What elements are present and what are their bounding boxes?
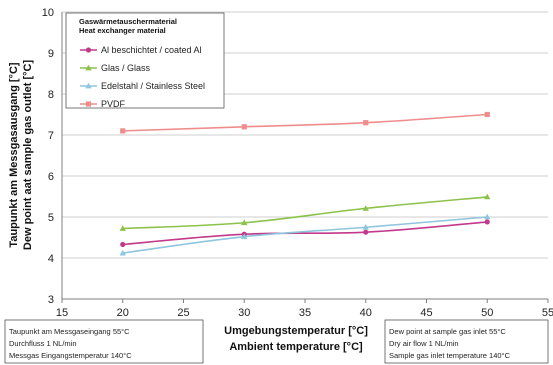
note-right-line-2: Dry air flow 1 NL/min	[389, 339, 459, 348]
y-tick-label: 9	[48, 48, 54, 60]
note-right: Dew point at sample gas inlet 55°C Dry a…	[384, 319, 549, 364]
legend: Gaswärmetauschermaterial Heat exchanger …	[65, 12, 225, 109]
y-tick-label: 8	[48, 89, 54, 101]
series-line	[122, 196, 488, 230]
note-right-line-3: Sample gas inlet temperature 140°C	[389, 351, 511, 360]
y-tick-label: 10	[42, 7, 54, 19]
series-1	[120, 219, 490, 248]
x-tick-label: 35	[299, 307, 311, 319]
data-point	[241, 219, 248, 226]
series-line	[122, 216, 488, 254]
y-tick-label: 6	[48, 171, 54, 183]
x-tick-label: 45	[420, 307, 432, 319]
note-left: Taupunkt am Messgaseingang 55°C Durchflu…	[4, 319, 204, 364]
legend-swatch-marker	[85, 82, 92, 89]
y-tick-label: 7	[48, 130, 54, 142]
y-tick-label: 4	[48, 253, 54, 265]
series	[119, 111, 491, 256]
data-point	[484, 213, 491, 220]
note-left-line-3: Messgas Eingangstemperatur 140°C	[9, 351, 132, 360]
note-right-line-1: Dew point at sample gas inlet 55°C	[389, 327, 506, 336]
legend-item: Glas / Glass	[80, 63, 151, 73]
x-axis-title-line-1: Umgebungstemperatur [°C]	[224, 325, 368, 337]
legend-item: PVDF	[80, 99, 126, 109]
series-2	[119, 193, 491, 231]
data-point	[363, 120, 369, 126]
legend-item: Al beschichtet / coated Al	[80, 45, 202, 55]
legend-label: Al beschichtet / coated Al	[101, 45, 202, 55]
data-point	[484, 111, 490, 118]
x-tick-label: 20	[117, 307, 129, 319]
data-point	[362, 224, 369, 230]
note-left-line-1: Taupunkt am Messgaseingang 55°C	[9, 327, 130, 336]
legend-label: Edelstahl / Stainless Steel	[101, 81, 205, 91]
legend-swatch-marker	[85, 64, 92, 71]
data-point	[363, 229, 369, 235]
y-tick-label: 5	[48, 212, 54, 224]
data-point	[119, 249, 126, 256]
legend-label: PVDF	[101, 99, 126, 109]
legend-entries: Al beschichtet / coated Al Glas / Glass Ed…	[80, 45, 205, 109]
x-axis-title-line-2: Ambient temperature [°C]	[229, 341, 363, 353]
data-point	[120, 241, 126, 248]
data-point	[241, 124, 247, 130]
legend-title-line-2: Heat exchanger material	[79, 26, 166, 35]
y-axis-title-line-2: Dew point aat sample gas outlet [°C]	[22, 60, 34, 251]
series-4	[120, 111, 490, 134]
x-tick-label: 15	[56, 307, 68, 319]
data-point	[120, 128, 126, 134]
note-left-line-2: Durchfluss 1 NL/min	[9, 339, 77, 348]
y-axis-title-line-1: Taupunkt am Messgasausgang [°C]	[8, 62, 20, 247]
legend-swatch-marker	[85, 101, 92, 107]
note-left-box	[4, 319, 204, 364]
series-3	[119, 213, 491, 256]
legend-title-line-1: Gaswärmetauschermaterial	[79, 17, 177, 26]
legend-swatch-marker	[85, 47, 92, 53]
data-point	[484, 193, 491, 200]
x-tick-label: 25	[177, 307, 189, 319]
x-tick-label: 30	[238, 307, 250, 319]
x-tick-label: 40	[360, 307, 372, 319]
data-point	[241, 233, 248, 240]
y-tick-label: 3	[48, 294, 54, 306]
series-line	[122, 113, 488, 132]
data-point	[119, 225, 126, 231]
legend-box	[65, 12, 225, 109]
series-line	[122, 221, 488, 246]
data-point	[362, 205, 369, 211]
legend-label: Glas / Glass	[101, 63, 151, 73]
data-point	[484, 219, 490, 225]
note-right-box	[384, 319, 549, 364]
legend-item: Edelstahl / Stainless Steel	[80, 81, 205, 91]
axes	[61, 12, 549, 303]
x-tick-label: 50	[481, 307, 493, 319]
x-tick-label: 55	[542, 307, 553, 319]
